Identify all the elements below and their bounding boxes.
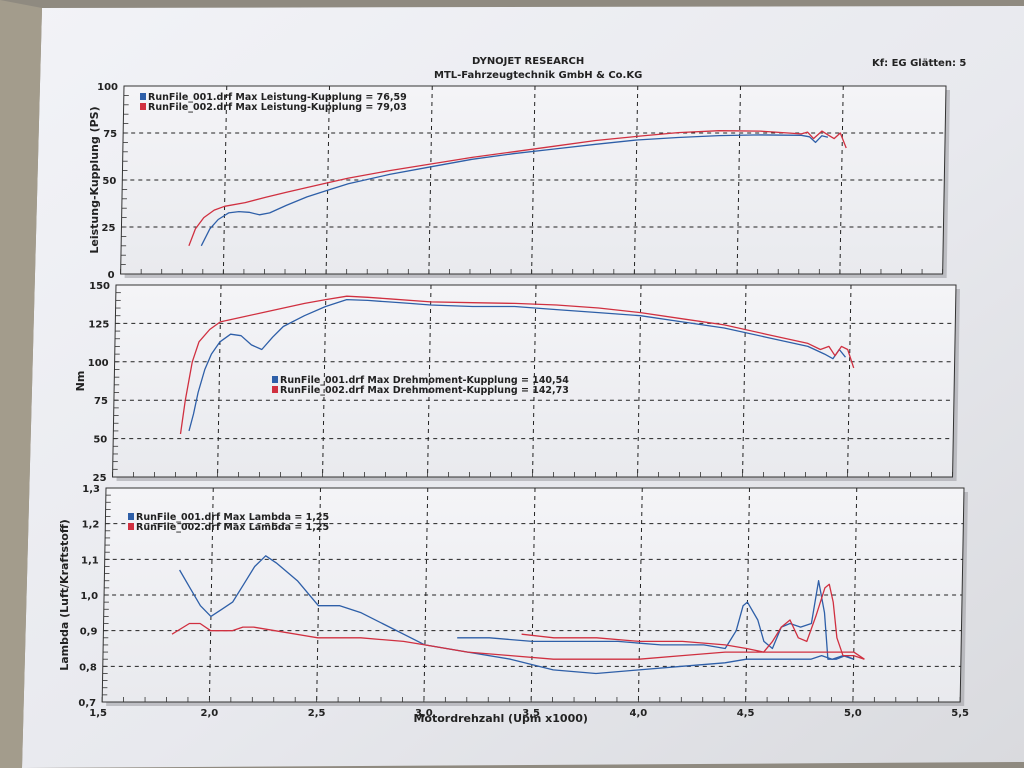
legend-swatch xyxy=(140,103,146,110)
y-tick-label: 150 xyxy=(89,281,110,292)
x-tick-label: 1,5 xyxy=(89,708,107,719)
y-tick-label: 50 xyxy=(102,176,116,187)
legend-entry: RunFile_001.drf Max Leistung-Kupplung = … xyxy=(148,92,407,103)
series-line-runfile_001 xyxy=(457,580,854,660)
grid-line-vertical xyxy=(742,284,747,478)
legend-swatch xyxy=(140,93,146,100)
grid-line-vertical xyxy=(217,284,222,478)
series-line-runfile_001 xyxy=(200,134,829,247)
header-subtitle: MTL-Fahrzeugtechnik GmbH & Co.KG xyxy=(434,70,643,81)
y-tick-label: 1,3 xyxy=(82,484,100,495)
x-tick-label: 2,0 xyxy=(201,708,219,719)
y-tick-label: 75 xyxy=(94,396,108,407)
y-tick-label: 25 xyxy=(102,223,116,234)
y-axis-title: Lambda (Luft/Kraftstoff) xyxy=(58,519,71,671)
x-tick-label: 3,0 xyxy=(415,708,433,719)
legend-entry: RunFile_001.drf Max Lambda = 1,25 xyxy=(136,512,329,523)
x-tick-label: 4,0 xyxy=(630,708,648,719)
y-tick-label: 0,9 xyxy=(80,627,98,638)
legend-swatch xyxy=(128,523,134,530)
series-line-runfile_002 xyxy=(179,295,855,435)
grid-line-vertical xyxy=(852,487,858,703)
grid-line-vertical xyxy=(427,284,432,478)
y-tick-label: 1,2 xyxy=(82,520,100,531)
grid-line-vertical xyxy=(316,487,321,703)
legend-entry: RunFile_002.drf Max Lambda = 1,25 xyxy=(136,522,329,533)
y-tick-label: 0,7 xyxy=(78,698,96,709)
y-tick-label: 75 xyxy=(103,129,117,140)
series-line-runfile_001 xyxy=(188,298,847,432)
y-axis-title: Leistung-Kupplung (PS) xyxy=(88,106,101,253)
chart-panel-2: 25 50 75 100 125 150 Nm RunFile_001.drf Max Dre… xyxy=(74,281,960,484)
chart-panel-1: 0 25 50 75 100 Leistung-Kupplung (PS) RunFile_… xyxy=(88,82,951,281)
grid-line-vertical xyxy=(637,284,642,478)
series-line-runfile_001 xyxy=(179,555,854,675)
x-tick-label: 5,5 xyxy=(951,708,969,719)
series-line-runfile_002 xyxy=(521,583,865,660)
legend-swatch xyxy=(272,376,278,383)
photo-background-left xyxy=(0,0,42,768)
legend-entry: RunFile_002.drf Max Leistung-Kupplung = … xyxy=(148,102,407,113)
grid-line-vertical xyxy=(847,284,852,478)
y-tick-label: 25 xyxy=(93,473,107,484)
y-tick-label: 1,0 xyxy=(80,591,98,602)
x-axis-title: Motordrehzahl (Upm x1000) xyxy=(413,712,587,725)
y-tick-label: 0,8 xyxy=(79,662,97,673)
y-tick-label: 100 xyxy=(88,358,109,369)
legend-swatch xyxy=(272,386,278,393)
y-tick-label: 50 xyxy=(93,435,107,446)
y-tick-label: 125 xyxy=(88,319,109,330)
header-settings: Kf: EG Glätten: 5 xyxy=(872,58,967,69)
x-tick-label: 3,5 xyxy=(522,708,540,719)
x-tick-label: 5,0 xyxy=(844,708,862,719)
y-tick-label: 100 xyxy=(97,82,118,93)
x-tick-label: 4,5 xyxy=(737,708,755,719)
y-tick-label: 0 xyxy=(108,270,115,281)
legend-swatch xyxy=(128,513,134,520)
header-company: DYNOJET RESEARCH xyxy=(472,56,585,67)
series-line-runfile_002 xyxy=(171,622,865,660)
y-axis-title: Nm xyxy=(74,371,87,392)
y-tick-label: 1,1 xyxy=(81,555,99,566)
charts-group: 0 25 50 75 100 Leistung-Kupplung (PS) RunFile_… xyxy=(58,82,969,725)
grid-line-vertical xyxy=(532,284,537,478)
legend-entry: RunFile_001.drf Max Drehmoment-Kupplung … xyxy=(280,375,569,386)
series-line-runfile_002 xyxy=(188,130,847,247)
legend-entry: RunFile_002.drf Max Drehmoment-Kupplung … xyxy=(280,385,569,396)
x-tick-label: 2,5 xyxy=(308,708,326,719)
grid-line-vertical xyxy=(530,487,536,703)
grid-line-vertical xyxy=(322,284,327,478)
chart-panel-3: 0,7 0,8 0,9 1,0 1,1 1,2 1,3 1,5 2,0 2,5 3,0 3,5 4,0 4… xyxy=(58,484,969,725)
